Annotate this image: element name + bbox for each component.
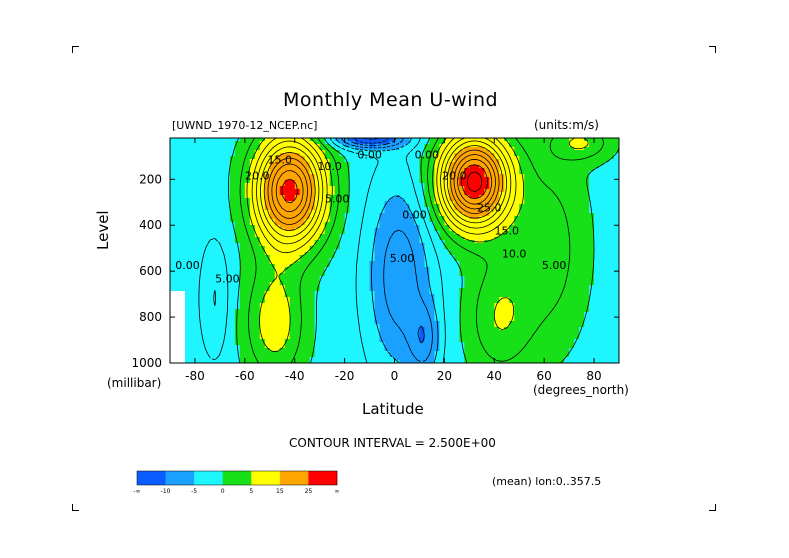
contour-label: 5.00	[542, 259, 567, 272]
contour-label: 20.0	[245, 169, 270, 182]
contour-label: 25.0	[477, 202, 502, 215]
y-tick-label: 600	[139, 264, 162, 278]
contour-label: 0.00	[357, 149, 382, 162]
y-axis-title: Level	[94, 210, 112, 250]
y-axis-ticks: 200 400 600 800 1000	[131, 172, 619, 370]
x-tick-label: -60	[235, 369, 255, 383]
x-tick-label: -40	[285, 369, 305, 383]
contour-label: 0.00	[415, 149, 440, 162]
filled-contour-field	[170, 138, 619, 363]
x-tick-label: 0	[391, 369, 399, 383]
contour-label: 10.0	[317, 160, 342, 173]
y-axis-units: (millibar)	[107, 376, 162, 390]
x-tick-label: 40	[487, 369, 502, 383]
y-tick-label: 200	[139, 172, 162, 186]
crop-mark-top-left	[72, 46, 79, 53]
crop-mark-top-right	[709, 46, 716, 53]
contour-label: 10.0	[502, 247, 527, 260]
x-tick-label: 80	[586, 369, 601, 383]
x-axis-units: (degrees_north)	[533, 383, 629, 397]
contour-label: 0.00	[175, 259, 200, 272]
y-tick-label: 1000	[131, 356, 162, 370]
x-tick-label: 20	[437, 369, 452, 383]
chart-title: Monthly Mean U-wind	[283, 89, 499, 111]
units-label: (units:m/s)	[534, 118, 599, 132]
contour-label: 5.00	[215, 273, 240, 286]
crop-mark-bottom-left	[72, 504, 79, 511]
mean-note: (mean) lon:0..357.5	[492, 475, 602, 488]
contour-label: 5.00	[325, 192, 350, 205]
dataset-label: [UWND_1970-12_NCEP.nc]	[172, 119, 318, 132]
y-tick-label: 800	[139, 310, 162, 324]
crop-mark-bottom-right	[709, 504, 716, 511]
x-tick-label: 60	[537, 369, 552, 383]
x-tick-label: -20	[335, 369, 355, 383]
contour-label: 0.00	[402, 208, 427, 221]
y-tick-label: 400	[139, 218, 162, 232]
contour-labels: 15.0 20.0 10.0 5.00 0.00 0.00 0.00 5.00 20.0 25.0…	[175, 149, 566, 286]
contour-label: 20.0	[442, 169, 467, 182]
contour-interval-text: CONTOUR INTERVAL = 2.500E+00	[289, 436, 496, 450]
contour-label: 15.0	[495, 224, 520, 237]
contour-label: 5.00	[390, 252, 415, 265]
x-axis-title: Latitude	[362, 400, 424, 418]
contour-label: 15.0	[268, 153, 293, 166]
contour-lines	[198, 138, 619, 363]
x-axis-ticks: -80 -60 -40 -20 0 20 40 60 80	[185, 138, 602, 383]
x-tick-label: -80	[185, 369, 205, 383]
